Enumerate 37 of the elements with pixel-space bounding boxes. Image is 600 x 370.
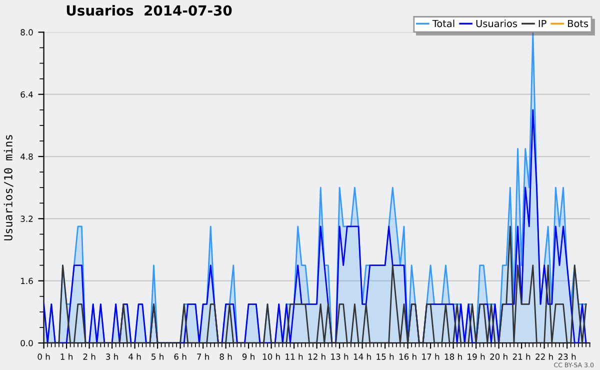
legend-label: Total xyxy=(432,20,454,28)
x-tick-label: 9 h xyxy=(242,353,254,360)
x-tick-label: 8 h xyxy=(220,353,232,360)
x-tick-label: 23 h xyxy=(558,353,576,360)
y-tick-label: 6.4 xyxy=(20,91,33,98)
x-tick-label: 2 h xyxy=(83,353,96,360)
x-tick-label: 6 h xyxy=(174,353,186,360)
x-tick-label: 20 h xyxy=(490,353,508,360)
x-tick-label: 21 h xyxy=(512,353,530,360)
y-tick-label: 3.2 xyxy=(20,216,33,222)
x-tick-label: 5 h xyxy=(152,353,164,360)
x-tick-label: 16 h xyxy=(399,353,416,360)
line-series xyxy=(44,226,587,343)
legend-label: Usuarios xyxy=(476,20,518,28)
y-tick-label: 4.8 xyxy=(20,153,33,160)
x-tick-label: 17 h xyxy=(422,353,440,360)
x-tick-label: 14 h xyxy=(354,353,371,360)
x-tick-label: 19 h xyxy=(468,353,485,360)
legend-label: Bots xyxy=(568,20,588,28)
x-tick-label: 15 h xyxy=(376,353,394,360)
x-tick-label: 7 h xyxy=(197,353,209,360)
x-tick-label: 3 h xyxy=(106,353,118,360)
chart-title: Usuarios 2014-07-30 xyxy=(66,4,232,16)
x-tick-label: 1 h xyxy=(60,353,72,360)
x-tick-label: 12 h xyxy=(308,353,326,360)
x-tick-label: 10 h xyxy=(262,353,280,360)
y-tick-label: 8.0 xyxy=(20,29,33,36)
x-tick-label: 0 h xyxy=(38,353,50,360)
x-tick-label: 22 h xyxy=(536,353,553,360)
y-tick-label: 0.0 xyxy=(20,340,33,346)
x-tick-label: 4 h xyxy=(128,353,141,360)
x-tick-label: 11 h xyxy=(286,353,303,360)
x-tick-label: 13 h xyxy=(331,353,348,360)
x-tick-label: 18 h xyxy=(444,353,462,360)
legend-label: IP xyxy=(538,20,546,28)
y-axis-title: Usuarios/10 mins xyxy=(4,135,14,240)
y-tick-label: 1.6 xyxy=(21,278,33,284)
